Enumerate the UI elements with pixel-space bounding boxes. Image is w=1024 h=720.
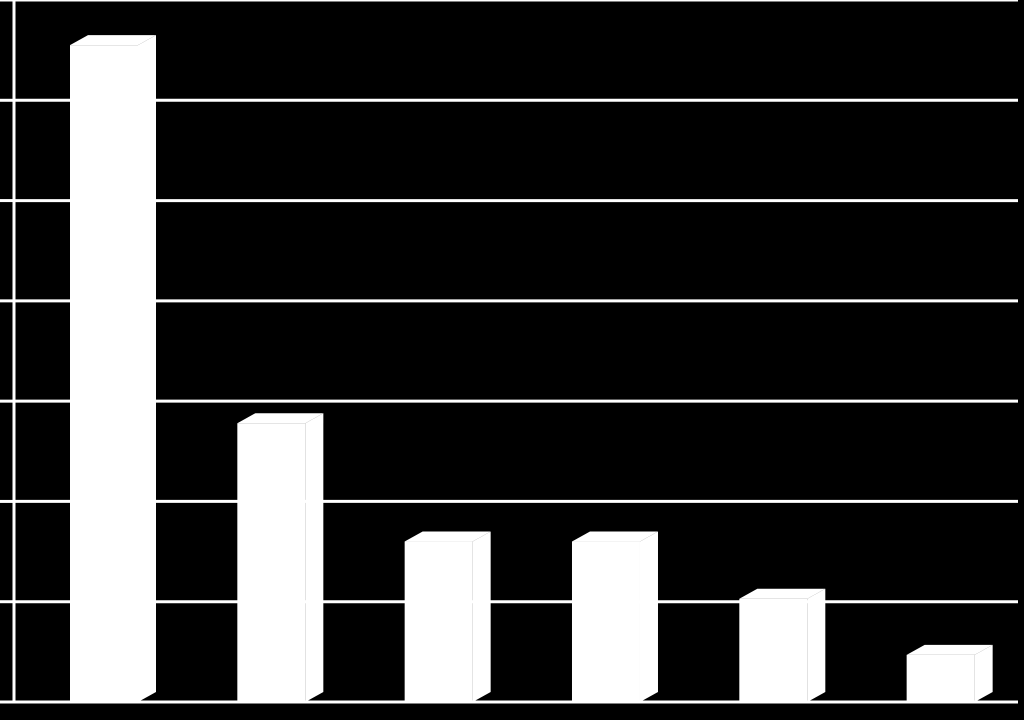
chart-svg — [0, 0, 1024, 720]
bar-chart — [0, 0, 1024, 720]
